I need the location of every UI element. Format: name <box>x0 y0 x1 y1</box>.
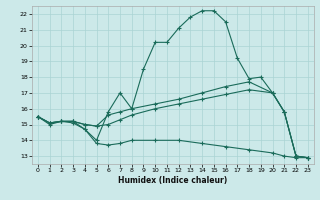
X-axis label: Humidex (Indice chaleur): Humidex (Indice chaleur) <box>118 176 228 185</box>
